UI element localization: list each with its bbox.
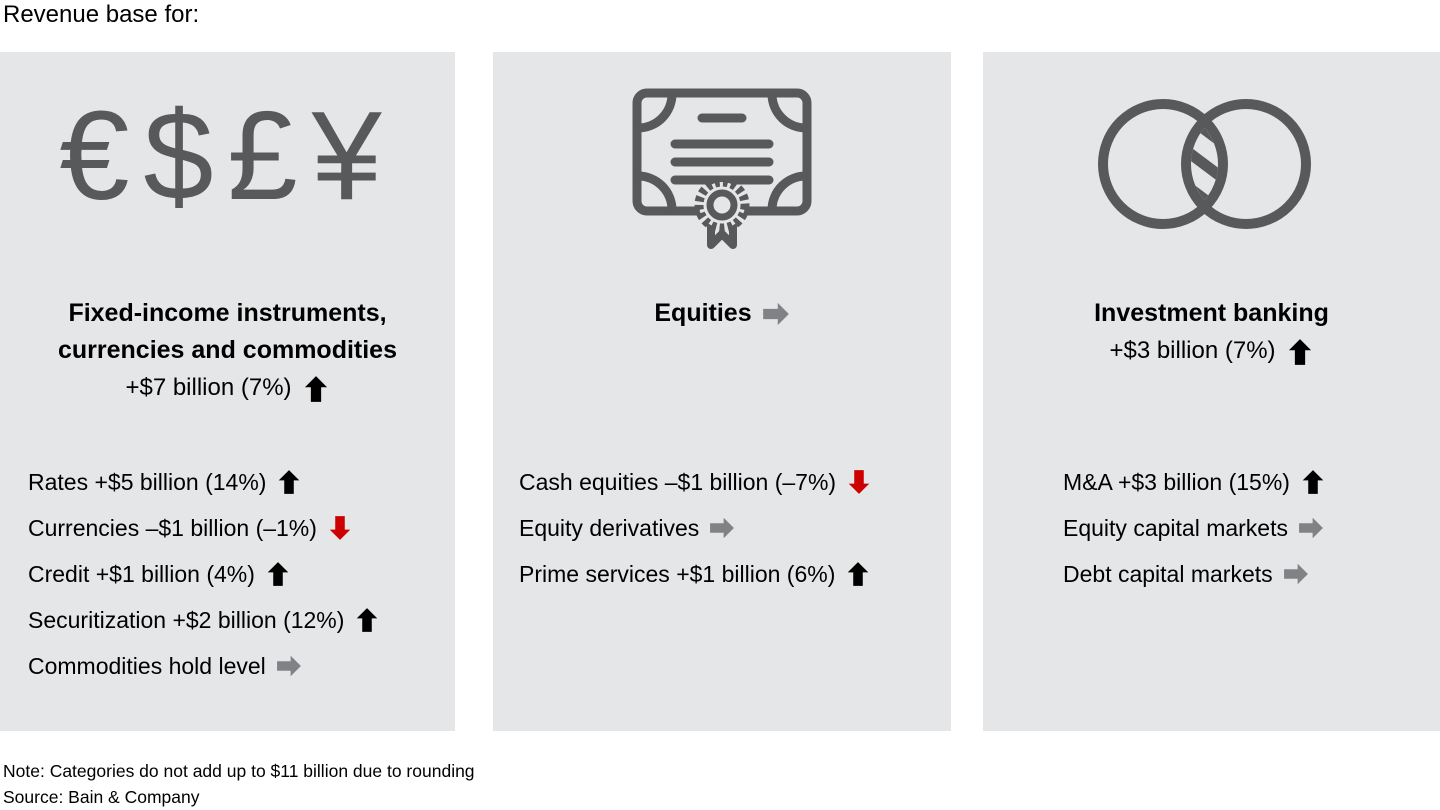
right-arrow-icon: [1283, 561, 1309, 587]
panel-title-line: currencies and commodities: [57, 336, 397, 364]
list-item-text: M&A +$3 billion (15%): [1063, 469, 1290, 495]
panel-title-text: Equities: [654, 299, 752, 327]
up-arrow-icon: [1300, 469, 1326, 495]
list-item-text: Currencies –$1 billion (–1%): [28, 515, 317, 541]
list-item: Prime services +$1 billion (6%): [519, 551, 951, 597]
panel-heading: Investment banking +$3 billion (7%): [983, 295, 1440, 369]
panel-investment-banking: Investment banking +$3 billion (7%) M&A …: [983, 52, 1440, 731]
right-arrow-icon: [762, 300, 790, 328]
panel-list: Cash equities –$1 billion (–7%) Equity d…: [493, 459, 951, 597]
right-arrow-icon: [1298, 515, 1324, 541]
up-arrow-icon: [302, 375, 330, 403]
source-text: Source: Bain & Company: [3, 786, 200, 807]
certificate-icon: [493, 67, 951, 272]
up-arrow-icon: [1286, 338, 1314, 366]
list-item-text: Credit +$1 billion (4%): [28, 561, 255, 587]
list-item: Currencies –$1 billion (–1%): [28, 505, 455, 551]
right-arrow-icon: [276, 653, 302, 679]
list-item: Rates +$5 billion (14%): [28, 459, 455, 505]
panel-title-line: Equities: [493, 295, 951, 332]
list-item: Securitization +$2 billion (12%): [28, 597, 455, 643]
up-arrow-icon: [265, 561, 291, 587]
footer: Note: Categories do not add up to $11 bi…: [3, 759, 475, 810]
up-arrow-icon: [845, 561, 871, 587]
list-item: Debt capital markets: [1063, 551, 1440, 597]
panel-heading: Equities: [493, 295, 951, 332]
panel-equities: Equities Cash equities –$1 billion (–7%)…: [493, 52, 951, 731]
right-arrow-icon: [709, 515, 735, 541]
down-arrow-icon: [327, 515, 353, 541]
list-item: Cash equities –$1 billion (–7%): [519, 459, 951, 505]
down-arrow-icon: [846, 469, 872, 495]
list-item-text: Equity capital markets: [1063, 515, 1288, 541]
panel-subtitle-text: +$7 billion (7%): [125, 374, 292, 401]
up-arrow-icon: [354, 607, 380, 633]
list-item: M&A +$3 billion (15%): [1063, 459, 1440, 505]
up-arrow-icon: [276, 469, 302, 495]
list-item-text: Equity derivatives: [519, 515, 700, 541]
panel-subtitle: +$7 billion (7%): [0, 369, 455, 406]
panel-list: M&A +$3 billion (15%) Equity capital mar…: [983, 459, 1440, 597]
list-item-text: Prime services +$1 billion (6%): [519, 561, 836, 587]
panel-title-line: Fixed-income instruments,: [68, 299, 387, 327]
panel-fixed-income: €$£¥ Fixed-income instruments, currencie…: [0, 52, 455, 731]
panel-subtitle: +$3 billion (7%): [983, 332, 1440, 369]
page-title: Revenue base for:: [3, 1, 200, 28]
currency-symbols-glyphs: €$£¥: [59, 84, 396, 226]
panel-subtitle-text: +$3 billion (7%): [1109, 337, 1276, 364]
panel-title-line: Investment banking: [1094, 299, 1329, 327]
panel-heading: Fixed-income instruments, currencies and…: [0, 295, 455, 406]
overlapping-circles-icon: [983, 67, 1440, 272]
list-item: Equity derivatives: [519, 505, 951, 551]
list-item-text: Cash equities –$1 billion (–7%): [519, 469, 837, 495]
currency-symbols-icon: €$£¥: [0, 67, 455, 272]
list-item-text: Commodities hold level: [28, 653, 266, 679]
note-text: Note: Categories do not add up to $11 bi…: [3, 761, 475, 781]
list-item: Equity capital markets: [1063, 505, 1440, 551]
list-item-text: Securitization +$2 billion (12%): [28, 607, 345, 633]
list-item-text: Rates +$5 billion (14%): [28, 469, 267, 495]
list-item: Commodities hold level: [28, 643, 455, 689]
panel-list: Rates +$5 billion (14%) Currencies –$1 b…: [0, 459, 455, 689]
list-item-text: Debt capital markets: [1063, 561, 1273, 587]
list-item: Credit +$1 billion (4%): [28, 551, 455, 597]
